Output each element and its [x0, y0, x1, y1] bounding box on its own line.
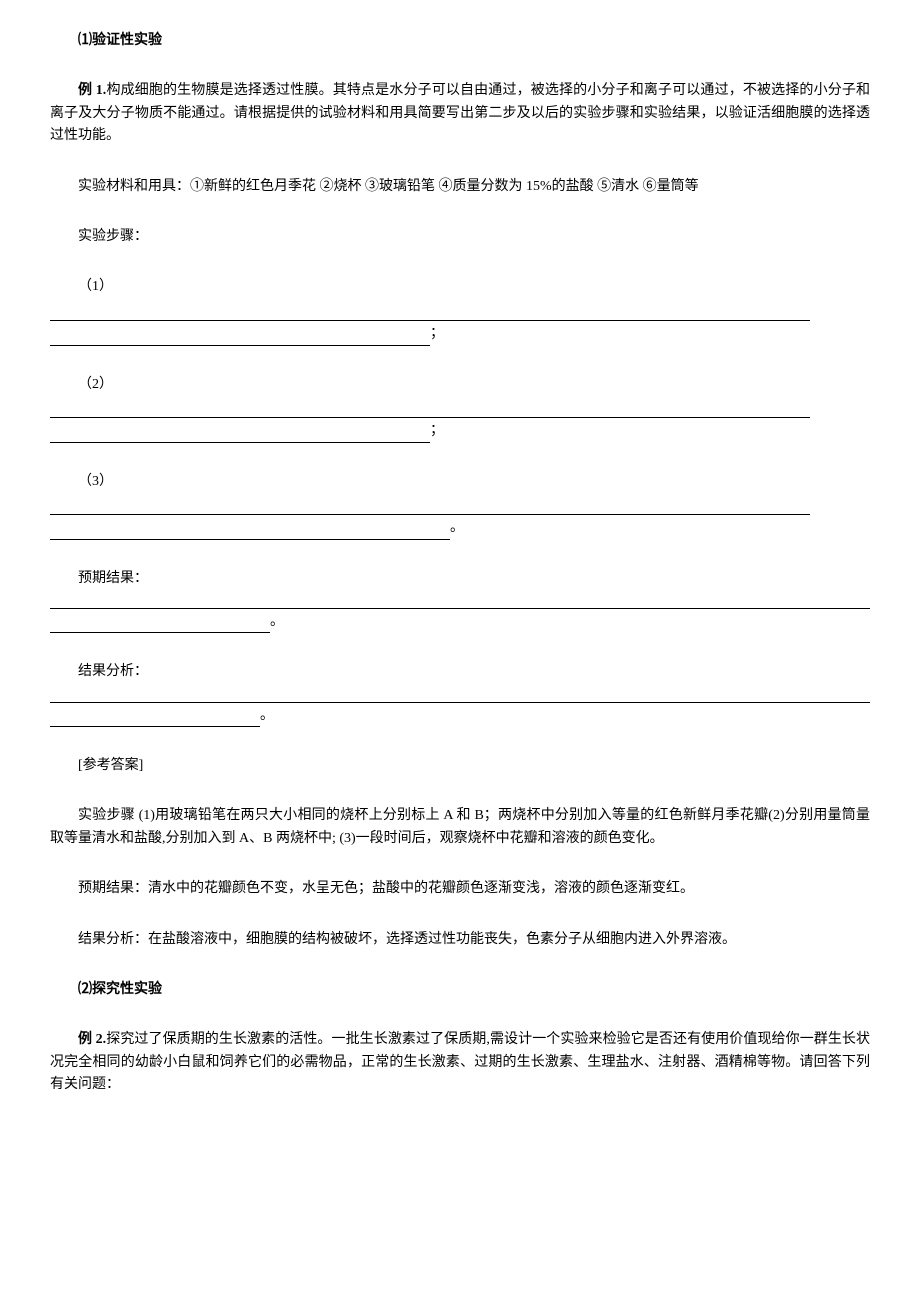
example2-text: 探究过了保质期的生长激素的活性。一批生长激素过了保质期,需设计一个实验来检验它是… [50, 1032, 870, 1092]
analysis-line1 [50, 686, 870, 703]
example1-paragraph: 例 1.构成细胞的生物膜是选择透过性膜。其特点是水分子可以自由通过，被选择的小分… [50, 80, 870, 147]
example1-label: 例 1. [78, 83, 106, 98]
step-1-punct: ； [430, 326, 444, 341]
analysis-block: 结果分析： 。 [50, 661, 870, 727]
step-2-blank: （2） ； [50, 374, 870, 443]
expected-label: 预期结果： [50, 568, 870, 590]
analysis-line2-wrap: 。 [50, 705, 870, 727]
step-2-punct: ； [430, 423, 444, 438]
step-3-line1 [50, 499, 810, 516]
step-1-line1 [50, 304, 810, 321]
materials-paragraph: 实验材料和用具：①新鲜的红色月季花 ②烧杯 ③玻璃铅笔 ④质量分数为 15%的盐… [50, 176, 870, 198]
answer-analysis: 结果分析：在盐酸溶液中，细胞膜的结构被破坏，选择透过性功能丧失，色素分子从细胞内… [50, 929, 870, 951]
step-1-line2 [50, 329, 430, 346]
example1-text: 构成细胞的生物膜是选择透过性膜。其特点是水分子可以自由通过，被选择的小分子和离子… [50, 83, 870, 143]
step-3-line2-wrap: 。 [50, 517, 870, 539]
section1-title: ⑴验证性实验 [50, 30, 870, 52]
expected-line1 [50, 592, 870, 609]
steps-label: 实验步骤： [50, 226, 870, 248]
step-1-num: （1） [50, 276, 113, 298]
answer-expected: 预期结果：清水中的花瓣颜色不变，水呈无色；盐酸中的花瓣颜色逐渐变浅，溶液的颜色逐… [50, 878, 870, 900]
step-2-line1 [50, 402, 810, 419]
step-1-blank: （1） ； [50, 276, 870, 345]
expected-block: 预期结果： 。 [50, 568, 870, 634]
analysis-punct: 。 [260, 708, 274, 723]
example2-paragraph: 例 2.探究过了保质期的生长激素的活性。一批生长激素过了保质期,需设计一个实验来… [50, 1029, 870, 1096]
expected-line2 [50, 617, 270, 634]
step-2-line2 [50, 426, 430, 443]
section2-title: ⑵探究性实验 [50, 979, 870, 1001]
step-2-num: （2） [50, 374, 113, 396]
step-1-line2-wrap: ； [50, 323, 870, 345]
step-3-num: （3） [50, 471, 113, 493]
analysis-label: 结果分析： [50, 661, 870, 683]
analysis-line2 [50, 710, 260, 727]
step-2-line2-wrap: ； [50, 420, 870, 442]
expected-line2-wrap: 。 [50, 611, 870, 633]
expected-punct: 。 [270, 614, 284, 629]
example2-label: 例 2. [78, 1032, 106, 1047]
step-3-blank: （3） 。 [50, 471, 870, 540]
answer-steps: 实验步骤 (1)用玻璃铅笔在两只大小相同的烧杯上分别标上 A 和 B；两烧杯中分… [50, 805, 870, 850]
step-3-punct: 。 [450, 520, 464, 535]
answer-label: [参考答案] [50, 755, 870, 777]
step-3-line2 [50, 523, 450, 540]
